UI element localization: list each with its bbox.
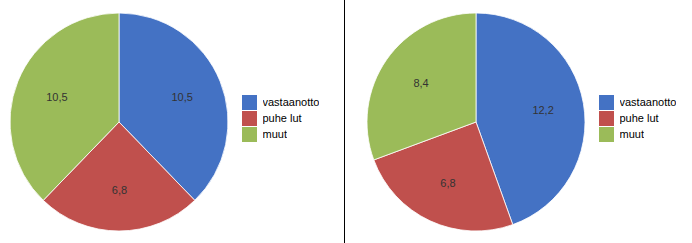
svg-text:10,5: 10,5 (46, 90, 67, 102)
html-text:puhe lut: puhe lut (262, 112, 302, 125)
svg-text:10,5: 10,5 (171, 90, 192, 102)
svg-text:6,8: 6,8 (112, 183, 127, 195)
svg-text:12,2: 12,2 (532, 104, 553, 116)
svg-text:8,4: 8,4 (413, 77, 428, 89)
html-text:muut: muut (619, 128, 644, 141)
html-text:vastaanotto: vastaanotto (262, 96, 320, 109)
html-text:puhe lut: puhe lut (619, 112, 659, 125)
html-text:muut: muut (262, 128, 287, 141)
html-text:vastaanotto: vastaanotto (619, 96, 677, 109)
svg-text:6,8: 6,8 (440, 177, 455, 189)
